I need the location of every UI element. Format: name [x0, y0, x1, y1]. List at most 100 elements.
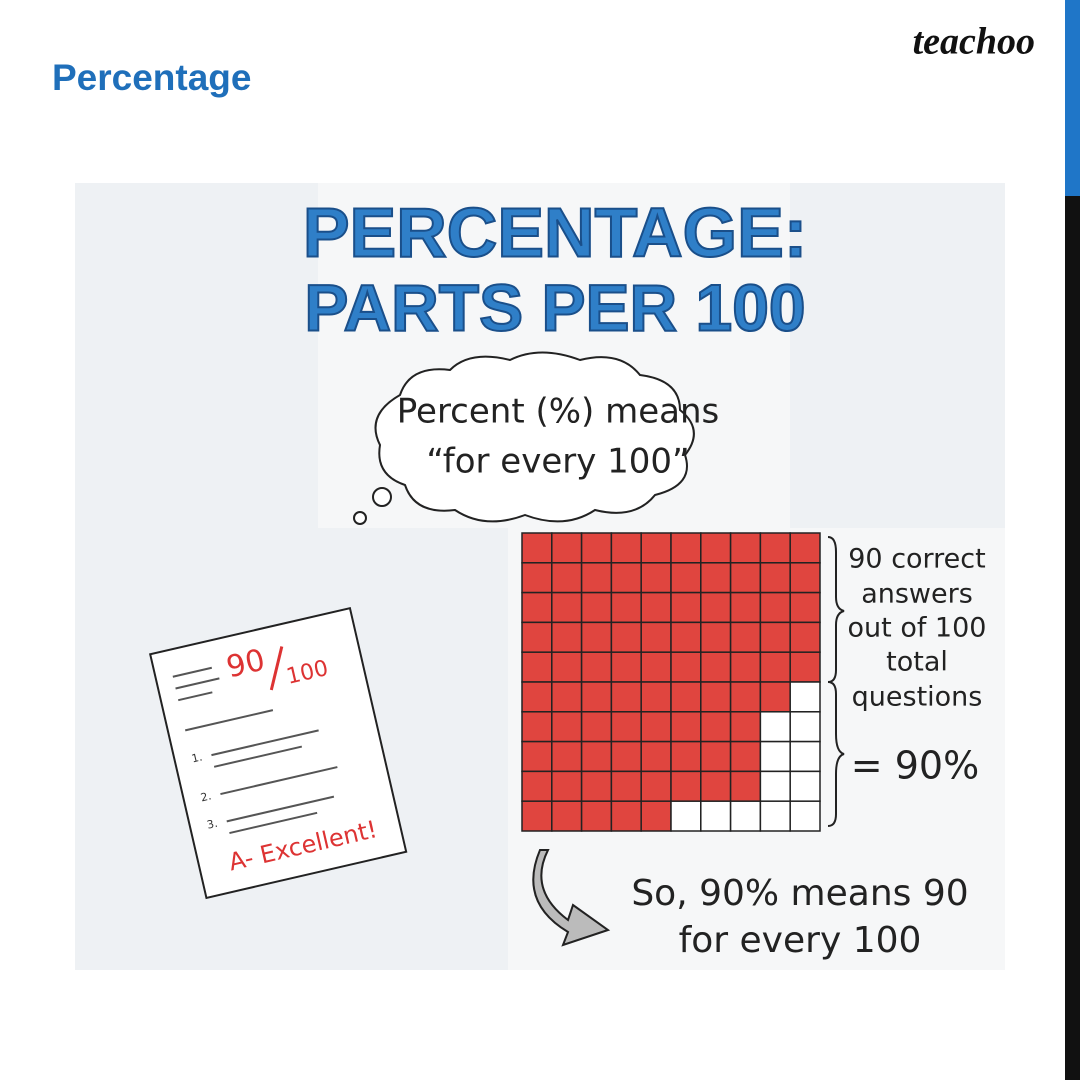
grid-cell: [759, 800, 791, 832]
grid-cell: [729, 562, 762, 594]
grid-cell: [580, 770, 613, 802]
grid-cell: [670, 621, 702, 653]
side-bar-blue: [1065, 0, 1080, 196]
grid-cell: [670, 800, 702, 832]
item-number: 3.: [206, 817, 219, 832]
conclusion: So, 90% means 90: [631, 873, 968, 914]
grid-cell: [729, 532, 762, 564]
thought-bubble: [353, 511, 367, 525]
poster: PERCENTAGE: PARTS PER 100 Percent (%) me…: [75, 183, 1005, 970]
grid-cell: [521, 681, 553, 713]
grid-cell: [729, 621, 762, 653]
cloud-text: “for every 100”: [426, 442, 689, 482]
grid-cell: [551, 532, 583, 564]
grid-cell: [789, 651, 821, 683]
grid-cell: [551, 621, 583, 653]
grid-cell: [610, 621, 642, 653]
hundred-grid: [521, 532, 821, 832]
grid-cell: [640, 740, 672, 773]
grid-cell: [580, 651, 613, 683]
grid-cell: [670, 532, 702, 564]
poster-title: PARTS PER 100: [304, 270, 805, 344]
grid-cell: [580, 740, 613, 773]
grid-cell: [610, 681, 642, 713]
grid-cell: [610, 711, 642, 743]
grid-cell: [729, 711, 762, 743]
grid-cell: [789, 711, 821, 743]
thought-bubble: [372, 487, 392, 507]
grid-cell: [521, 651, 553, 683]
grid-cell: [670, 711, 702, 743]
logo: teachoo: [913, 21, 1035, 63]
grid-cell: [640, 800, 672, 832]
grid-cell: [700, 711, 732, 743]
thought-cloud: [374, 351, 695, 523]
grid-cell: [640, 681, 672, 713]
grid-cell: [700, 800, 732, 832]
grid-cell: [551, 591, 583, 624]
grid-cell: [580, 562, 613, 594]
grid-cell: [551, 681, 583, 713]
grid-cell: [580, 532, 613, 564]
grid-cell: [580, 800, 613, 832]
grid-cell: [670, 651, 702, 683]
grid-cell: [551, 800, 583, 832]
grid-note: answers: [861, 579, 973, 610]
grid-cell: [640, 591, 672, 624]
grid-cell: [759, 740, 791, 773]
grid-cell: [610, 800, 642, 832]
grid-cell: [759, 532, 791, 564]
grid-cell: [759, 681, 791, 713]
grid-cell: [521, 621, 553, 653]
item-number: 2.: [199, 789, 212, 804]
grid-cell: [640, 621, 672, 653]
grid-cell: [670, 770, 702, 802]
grid-cell: [700, 621, 732, 653]
grid-cell: [789, 681, 821, 713]
grid-cell: [580, 591, 613, 624]
conclusion: for every 100: [679, 920, 922, 961]
test-paper: 90 100 1. 2. 3. A- Excellent!: [148, 606, 408, 900]
grid-cell: [759, 651, 791, 683]
grid-cell: [759, 591, 791, 624]
grid-cell: [789, 562, 821, 594]
slide-title: Percentage: [52, 57, 252, 98]
grid-cell: [521, 800, 553, 832]
grid-cell: [551, 651, 583, 683]
cloud-text: Percent (%) means: [397, 392, 720, 432]
grid-cell: [640, 651, 672, 683]
grid-cell: [521, 532, 553, 564]
grid-note: out of 100: [848, 613, 987, 644]
grid-cell: [789, 740, 821, 773]
grid-cell: [759, 562, 791, 594]
grid-cell: [700, 562, 732, 594]
grid-cell: [670, 562, 702, 594]
grid-cell: [640, 562, 672, 594]
grid-cell: [759, 621, 791, 653]
grid-cell: [580, 711, 613, 743]
grid-cell: [610, 651, 642, 683]
grid-cell: [521, 562, 553, 594]
grid-cell: [551, 711, 583, 743]
grid-cell: [610, 770, 642, 802]
grid-note: questions: [852, 682, 983, 713]
grid-cell: [700, 770, 732, 802]
grid-cell: [700, 591, 732, 624]
grid-cell: [729, 800, 762, 832]
scribble-lines: [172, 666, 338, 835]
grid-cell: [580, 681, 613, 713]
grid-cell: [610, 740, 642, 773]
grid-cell: [729, 770, 762, 802]
score-slash: [269, 646, 284, 691]
grid-note: total: [886, 647, 948, 678]
grid-cell: [640, 770, 672, 802]
grid-cell: [670, 591, 702, 624]
grid-cell: [789, 800, 821, 832]
grid-cell: [551, 562, 583, 594]
grid-cell: [610, 532, 642, 564]
grid-cell: [521, 591, 553, 624]
score-top: 90: [223, 643, 268, 686]
grid-cell: [729, 651, 762, 683]
grid-cell: [521, 740, 553, 773]
